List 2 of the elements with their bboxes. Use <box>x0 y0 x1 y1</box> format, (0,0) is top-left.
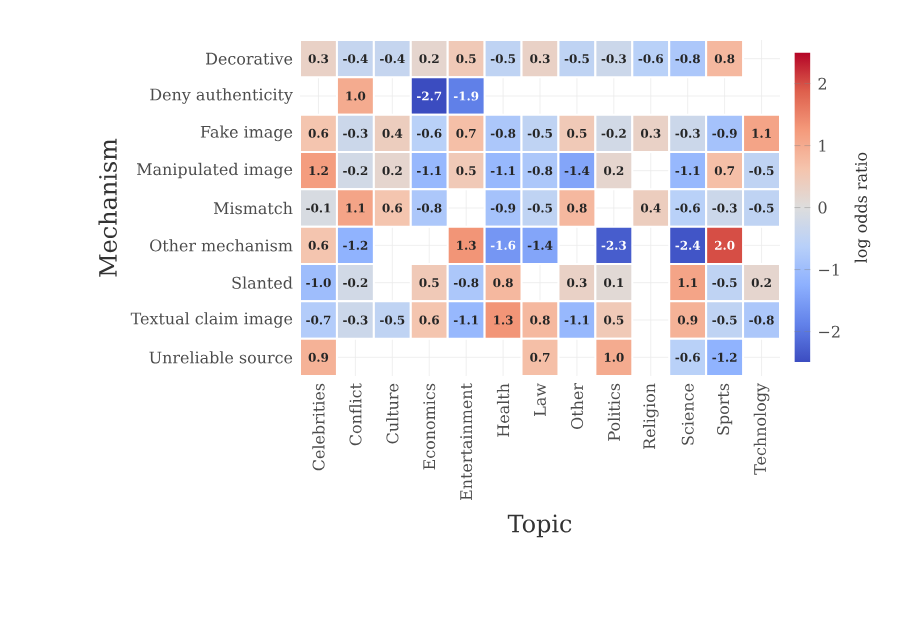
y-axis-title: Mechanism <box>98 138 117 277</box>
x-axis-title: Topic <box>507 514 572 538</box>
